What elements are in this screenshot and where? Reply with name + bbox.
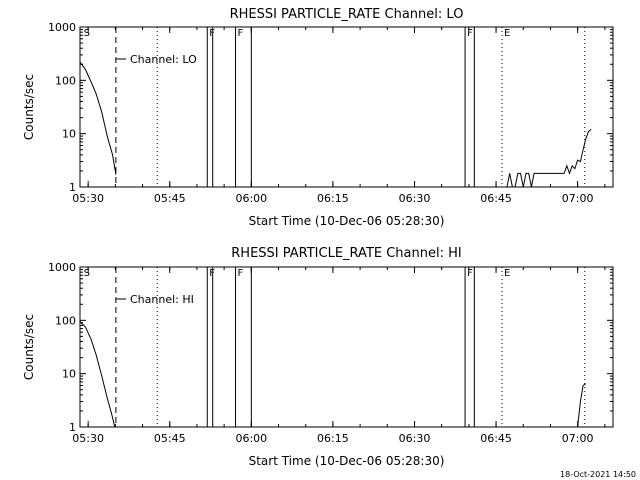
y-tick-label: 10 (62, 128, 76, 141)
legend-label: Channel: LO (130, 53, 197, 66)
event-marker-label: S (84, 28, 90, 39)
x-tick-label: 05:30 (72, 432, 104, 445)
event-marker-label: F (467, 28, 473, 39)
series-line (79, 321, 116, 428)
plot-frame (79, 26, 614, 188)
x-tick-label: 06:15 (317, 192, 349, 205)
plot-frame (79, 266, 614, 428)
y-axis-label: Counts/sec (22, 74, 36, 140)
event-marker-label: E (504, 28, 510, 39)
chart-title: RHESSI PARTICLE_RATE Channel: LO (230, 7, 464, 22)
x-tick-label: 05:30 (72, 192, 104, 205)
y-tick-label: 100 (55, 314, 76, 327)
y-axis-label: Counts/sec (22, 314, 36, 380)
x-axis-label: Start Time (10-Dec-06 05:28:30) (249, 214, 445, 228)
y-tick-label: 10 (62, 368, 76, 381)
event-marker-label: F (238, 28, 244, 39)
x-tick-label: 06:45 (480, 192, 512, 205)
y-tick-label: 1000 (48, 261, 76, 274)
x-tick-label: 06:45 (480, 432, 512, 445)
x-tick-label: 06:15 (317, 432, 349, 445)
x-tick-label: 07:00 (562, 192, 594, 205)
x-tick-label: 05:45 (154, 192, 186, 205)
y-tick-label: 1 (69, 181, 76, 194)
x-tick-label: 06:00 (235, 192, 267, 205)
x-tick-label: 07:00 (562, 432, 594, 445)
event-marker-label: F (467, 268, 473, 279)
chart-title: RHESSI PARTICLE_RATE Channel: HI (231, 246, 461, 261)
series-line (577, 383, 587, 428)
series-line (506, 129, 592, 188)
x-axis-label: Start Time (10-Dec-06 05:28:30) (249, 454, 445, 468)
x-tick-label: 06:30 (399, 192, 431, 205)
print-timestamp: 18-Oct-2021 14:50 (560, 470, 636, 479)
legend-label: Channel: HI (130, 293, 194, 306)
x-tick-label: 05:45 (154, 432, 186, 445)
x-tick-label: 06:30 (399, 432, 431, 445)
chart-panel-1: RHESSI PARTICLE_RATE Channel: LO 1 10 100 10… (22, 7, 614, 228)
y-tick-label: 100 (55, 74, 76, 87)
event-marker-label: S (84, 268, 90, 279)
series-line (79, 61, 117, 175)
x-tick-label: 06:00 (235, 432, 267, 445)
chart-panel-2: RHESSI PARTICLE_RATE Channel: HI 1 10 100 10… (22, 246, 614, 468)
event-marker-label: F (238, 268, 244, 279)
y-tick-label: 1000 (48, 21, 76, 34)
event-marker-label: E (504, 268, 510, 279)
y-tick-label: 1 (69, 421, 76, 434)
